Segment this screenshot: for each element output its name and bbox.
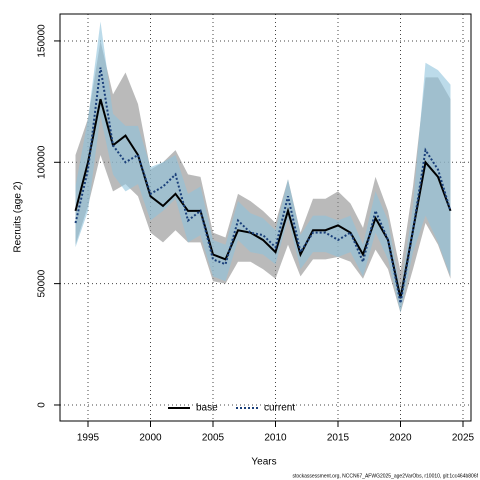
x-tick-label: 2015 [327,433,350,444]
x-tick-label: 2020 [389,433,412,444]
confidence-band [75,21,451,313]
x-tick-label: 2000 [139,433,162,444]
x-axis-label: Years [251,457,276,468]
legend-label: base [196,403,218,414]
y-tick-label: 150000 [37,24,48,58]
y-tick-label: 100000 [37,145,48,179]
x-tick-label: 1995 [77,433,100,444]
x-tick-label: 2010 [264,433,287,444]
x-tick-label: 2025 [452,433,475,444]
plot-frame [59,13,472,422]
x-tick-label: 2005 [202,433,225,444]
series-line [74,98,452,299]
y-tick-label: 50000 [37,269,48,297]
y-axis-label: Recruits (age 2) [13,181,24,252]
y-tick-label: 0 [37,402,48,408]
legend-label: current [264,403,295,414]
footer: stockassessment.org, NCCN67_AFWG2025_age… [292,473,478,479]
